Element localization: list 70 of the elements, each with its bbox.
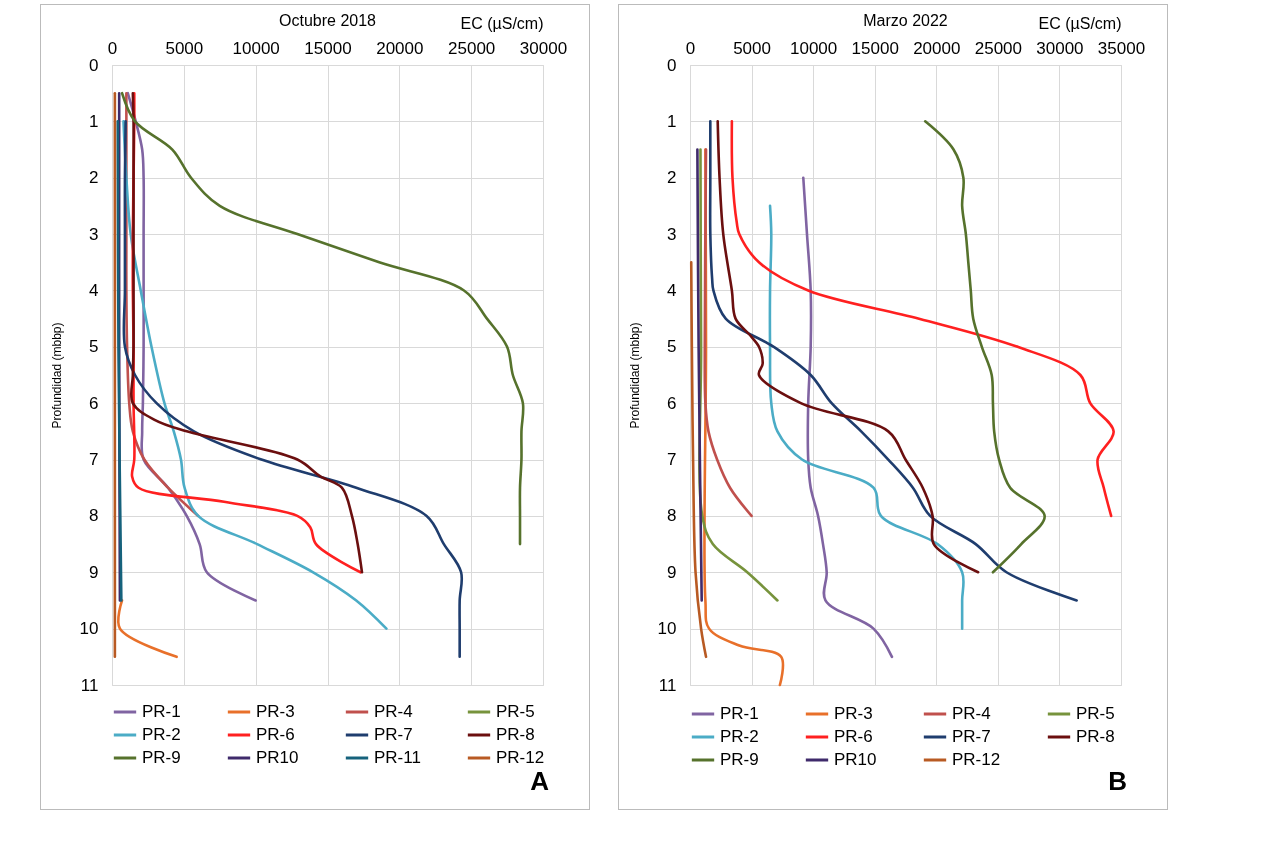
legend-label: PR-7 <box>952 727 991 746</box>
x-tick-label: 0 <box>107 38 118 58</box>
y-tick-label: 7 <box>89 450 99 470</box>
legend-label: PR-3 <box>834 704 873 723</box>
y-tick-label: 5 <box>89 337 99 357</box>
y-tick-label: 8 <box>89 506 99 526</box>
legend-label: PR-11 <box>374 748 421 767</box>
y-tick-label: 1 <box>89 111 99 131</box>
legend-label: PR-4 <box>374 702 413 721</box>
legend-label: PR-6 <box>834 727 873 746</box>
y-tick-label: 2 <box>667 168 677 188</box>
legend-label: PR-6 <box>256 725 295 744</box>
text: A <box>530 766 550 796</box>
legend-label: PR-4 <box>952 704 991 723</box>
legend-label: PR-3 <box>256 702 295 721</box>
x-tick-label: 15000 <box>304 38 352 58</box>
x-tick-label: 20000 <box>376 38 424 58</box>
x-tick-label: 25000 <box>974 38 1022 58</box>
y-axis-title: Profundidad (mbbp) <box>627 322 642 429</box>
x-tick-label: 20000 <box>913 38 961 58</box>
x-tick-label: 5000 <box>165 38 204 58</box>
legend-label: PR-8 <box>1076 727 1115 746</box>
legend-label: PR-12 <box>496 748 545 767</box>
chart-title: Marzo 2022 <box>863 12 948 29</box>
y-tick-label: 9 <box>667 562 677 582</box>
x-tick-label: 25000 <box>448 38 496 58</box>
y-tick-label: 0 <box>89 55 99 75</box>
y-tick-label: 2 <box>89 168 99 188</box>
legend-label: PR-7 <box>374 725 413 744</box>
legend-label: PR-9 <box>720 750 759 769</box>
y-tick-label: 9 <box>89 562 99 582</box>
legend-label: PR-5 <box>496 702 535 721</box>
y-tick-label: 11 <box>80 675 99 695</box>
y-tick-label: 0 <box>667 55 677 75</box>
text: B <box>1108 766 1127 796</box>
x-tick-label: 5000 <box>733 38 771 58</box>
x-axis-title: EC (µS/cm) <box>460 14 544 32</box>
legend-label: PR-2 <box>720 727 759 746</box>
x-tick-label: 30000 <box>1036 38 1084 58</box>
legend-label: PR-9 <box>142 748 181 767</box>
x-tick-label: 30000 <box>519 38 568 58</box>
legend-label: PR-2 <box>142 725 181 744</box>
y-tick-label: 1 <box>667 111 677 131</box>
y-tick-label: 7 <box>667 450 677 470</box>
y-axis-title: Profundidad (mbbp) <box>49 322 64 429</box>
y-tick-label: 5 <box>667 337 677 357</box>
y-tick-label: 3 <box>89 224 99 244</box>
legend-label: PR-1 <box>142 702 181 721</box>
x-tick-label: 10000 <box>232 38 280 58</box>
legend-label: PR-5 <box>1076 704 1115 723</box>
x-axis-title: EC (µS/cm) <box>1038 14 1122 32</box>
y-tick-label: 6 <box>89 393 99 413</box>
y-tick-label: 10 <box>79 619 99 639</box>
y-tick-label: 3 <box>667 224 677 244</box>
legend-label: PR10 <box>834 750 877 769</box>
legend-label: PR10 <box>256 748 299 767</box>
x-tick-label: 15000 <box>851 38 899 58</box>
chart-title: Octubre 2018 <box>279 12 377 29</box>
y-tick-label: 4 <box>667 280 677 300</box>
x-tick-label: 35000 <box>1097 38 1146 58</box>
y-tick-label: 6 <box>667 393 677 413</box>
legend-label: PR-12 <box>952 750 1001 769</box>
y-tick-label: 4 <box>89 280 99 300</box>
x-tick-label: 10000 <box>790 38 838 58</box>
y-tick-label: 11 <box>658 675 677 695</box>
legend-label: PR-8 <box>496 725 535 744</box>
x-tick-label: 0 <box>685 38 696 58</box>
y-tick-label: 10 <box>657 619 677 639</box>
legend-label: PR-1 <box>720 704 759 723</box>
y-tick-label: 8 <box>667 506 677 526</box>
